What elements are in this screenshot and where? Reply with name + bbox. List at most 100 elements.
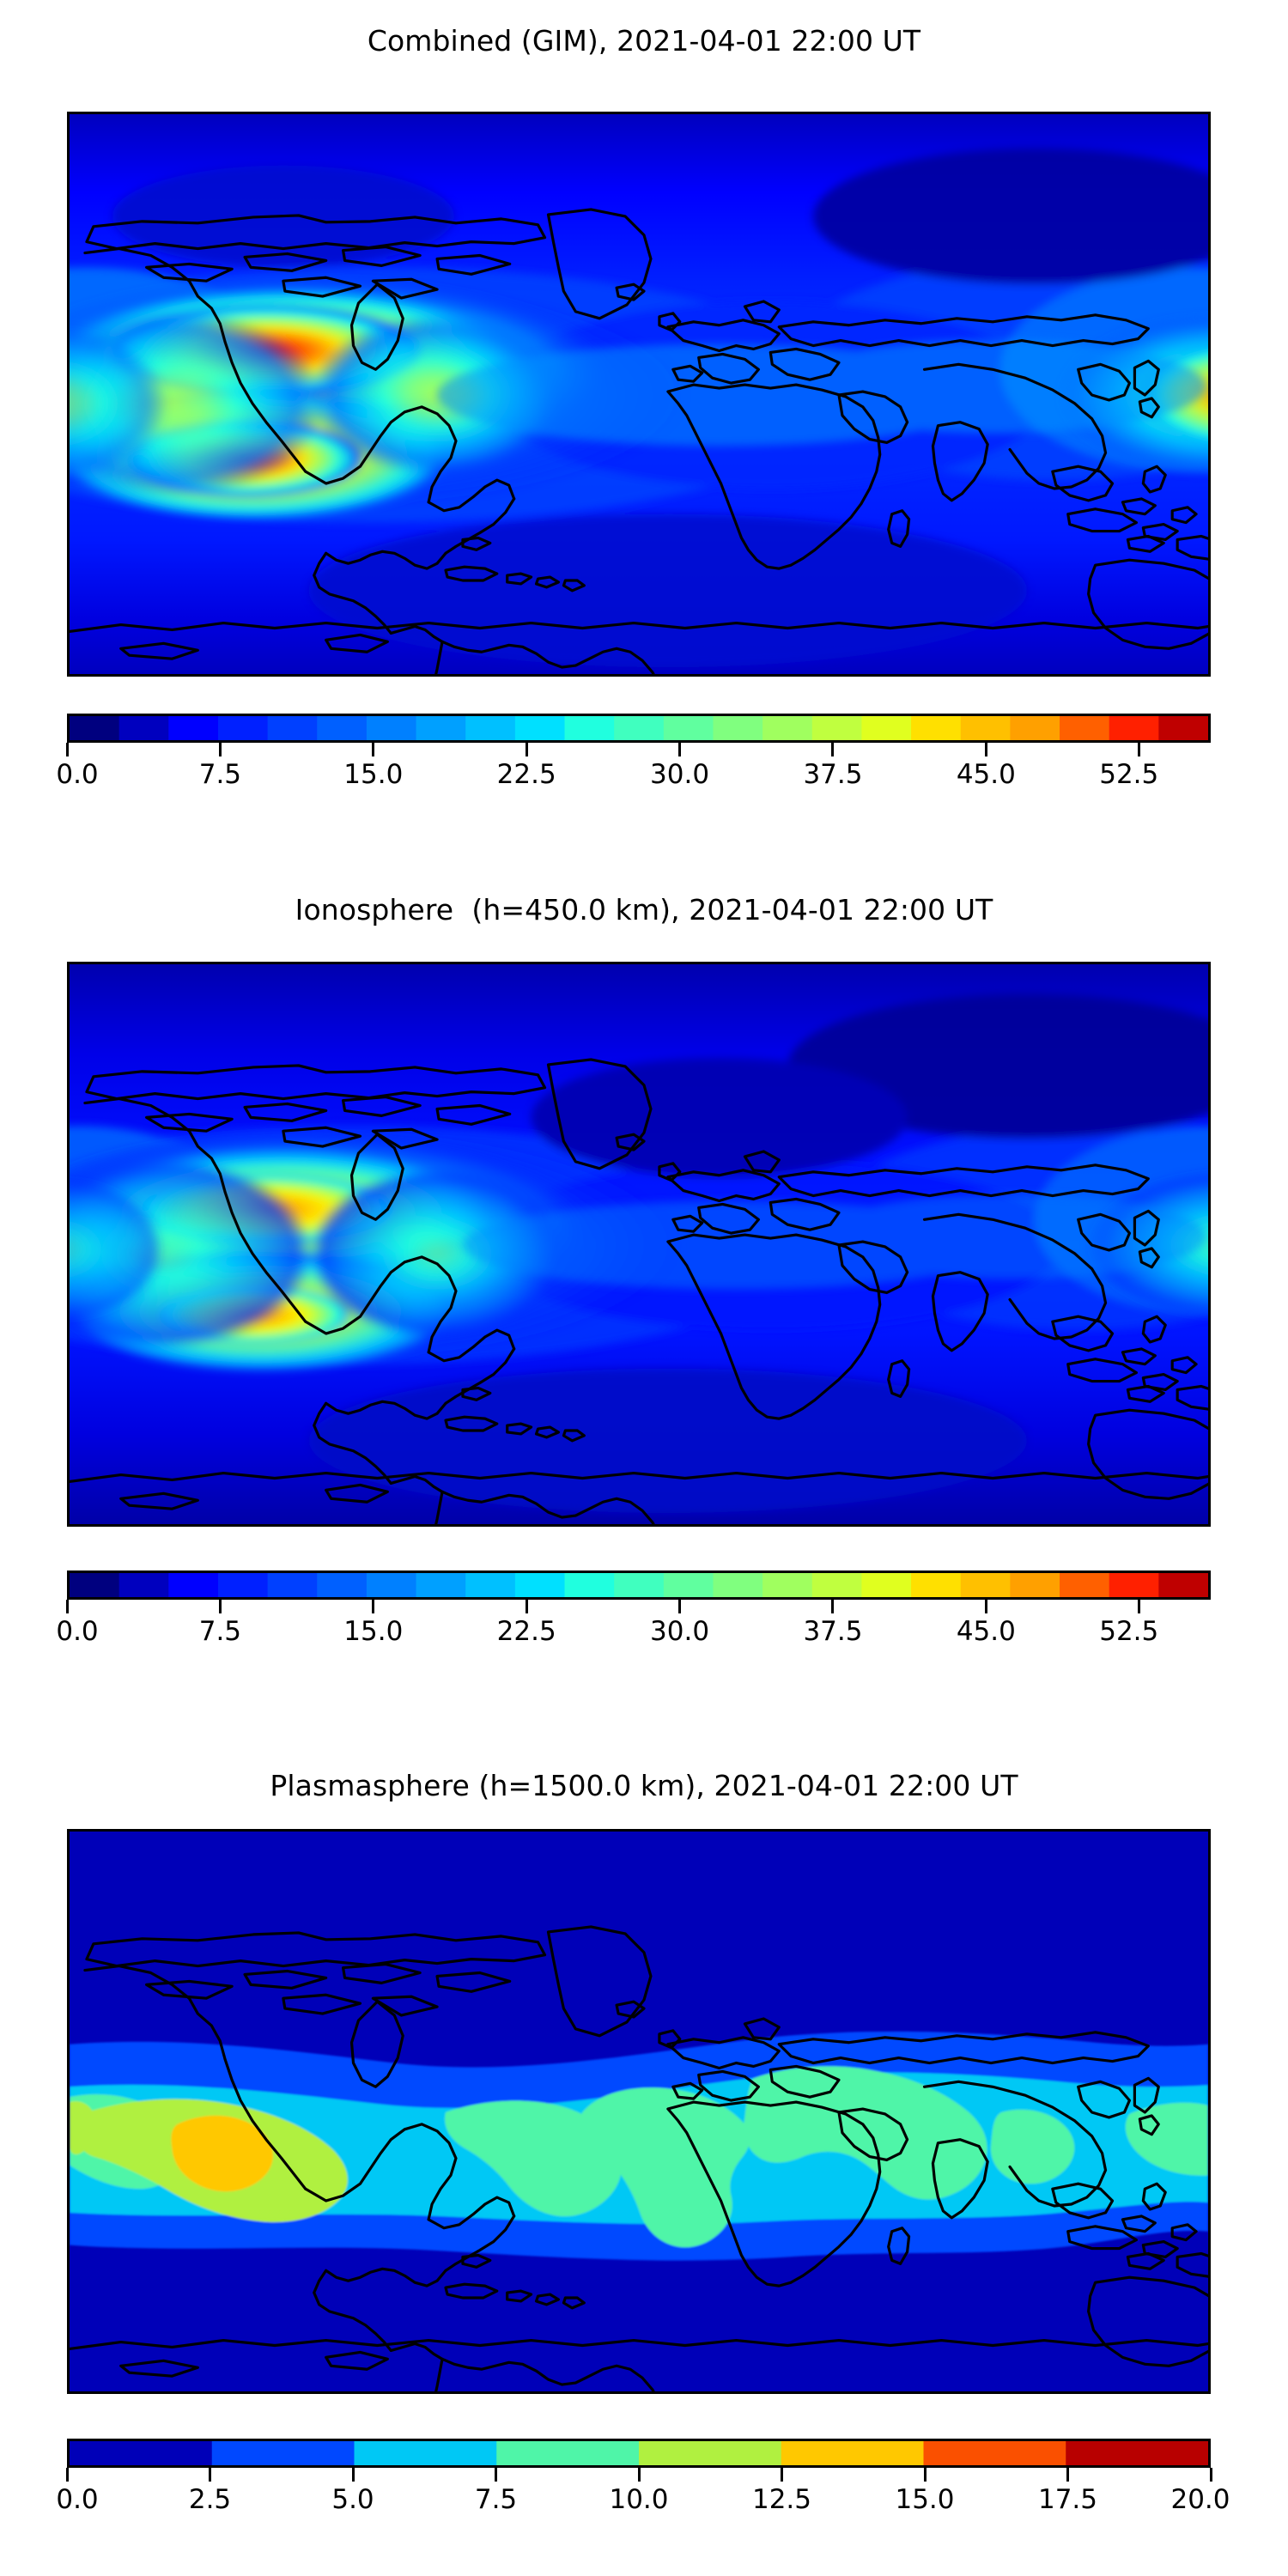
colorbar-band (781, 2441, 925, 2465)
colorbar-band (514, 716, 566, 740)
colorbar-band (663, 1573, 714, 1597)
colorbar-tick-label: 10.0 (609, 2484, 669, 2515)
colorbar-band (1010, 1573, 1060, 1597)
colorbar-labels-combined: 0.0 7.5 15.0 22.5 30.0 37.5 45.0 52.5 (0, 759, 1288, 799)
colorbar-tick-label: 0.0 (56, 1616, 99, 1647)
colorbar-tick (65, 743, 69, 756)
colorbar-band (1158, 1573, 1208, 1597)
colorbar-band (614, 1573, 665, 1597)
colorbar-tick-label: 45.0 (956, 1616, 1016, 1647)
colorbar-combined (67, 714, 1211, 743)
colorbar-tick-label: 22.5 (496, 1616, 556, 1647)
colorbar-ticks-plasmasphere (65, 2468, 1212, 2482)
colorbar-tick-label: 0.0 (56, 759, 99, 790)
colorbar-canvas-combined (70, 716, 1208, 740)
map-ionosphere (67, 962, 1211, 1527)
colorbar-band (639, 2441, 782, 2465)
colorbar-tick (781, 2468, 783, 2482)
panel-ionosphere: Ionosphere (h=450.0 km), 2021-04-01 22:0… (0, 859, 1288, 1735)
panel-plasmasphere: Plasmasphere (h=1500.0 km), 2021-04-01 2… (0, 1735, 1288, 2576)
panel-title-plasmasphere: Plasmasphere (h=1500.0 km), 2021-04-01 2… (270, 1769, 1018, 1802)
colorbar-band (465, 1573, 516, 1597)
colorbar-band (762, 716, 813, 740)
colorbar-band (1158, 716, 1208, 740)
colorbar-tick (1138, 743, 1141, 756)
colorbar-tick-label: 15.0 (895, 2484, 955, 2515)
colorbar-canvas-plasmasphere (70, 2441, 1208, 2465)
map-canvas-plasmasphere (70, 1832, 1208, 2391)
colorbar-tick (1138, 1600, 1141, 1613)
colorbar-band (614, 716, 665, 740)
map-canvas-ionosphere (70, 964, 1208, 1524)
colorbar-tick-label: 0.0 (56, 2484, 99, 2515)
colorbar-band (911, 716, 962, 740)
colorbar-band (713, 1573, 763, 1597)
colorbar-band (366, 1573, 417, 1597)
colorbar-band (267, 1573, 318, 1597)
colorbar-tick-label: 20.0 (1170, 2484, 1230, 2515)
coastlines-combined (70, 208, 1208, 674)
colorbar-band (811, 1573, 863, 1597)
colorbar-canvas-ionosphere (70, 1573, 1208, 1597)
panel-combined-gim: Combined (GIM), 2021-04-01 22:00 UT (0, 0, 1288, 859)
colorbar-tick-label: 2.5 (188, 2484, 232, 2515)
colorbar-tick-label: 52.5 (1099, 759, 1159, 790)
colorbar-tick-label: 30.0 (650, 759, 710, 790)
colorbar-band (811, 716, 863, 740)
colorbar-band (713, 716, 763, 740)
coastlines-ionosphere (70, 1058, 1208, 1524)
colorbar-ticks-combined (65, 743, 1211, 756)
colorbar-tick (65, 1600, 69, 1613)
colorbar-plasmasphere (67, 2439, 1211, 2468)
colorbar-band (168, 1573, 219, 1597)
colorbar-band (118, 1573, 169, 1597)
map-canvas-combined (70, 114, 1208, 674)
colorbar-tick (637, 2468, 641, 2482)
colorbar-band (1060, 716, 1110, 740)
colorbar-band (496, 2441, 640, 2465)
colorbar-band (118, 716, 169, 740)
colorbar-band (70, 1573, 120, 1597)
colorbar-band (1066, 2441, 1208, 2465)
colorbar-tick-label: 52.5 (1099, 1616, 1159, 1647)
colorbar-tick-label: 37.5 (803, 759, 863, 790)
colorbar-tick (351, 2468, 355, 2482)
colorbar-band (663, 716, 714, 740)
colorbar-tick (525, 1600, 528, 1613)
colorbar-band (416, 1573, 466, 1597)
colorbar-tick (923, 2468, 927, 2482)
colorbar-tick-label: 15.0 (343, 1616, 404, 1647)
colorbar-tick (984, 1600, 987, 1613)
colorbar-band (70, 716, 120, 740)
panel-title-combined: Combined (GIM), 2021-04-01 22:00 UT (367, 24, 921, 58)
colorbar-ionosphere (67, 1571, 1211, 1600)
colorbar-tick-label: 7.5 (198, 1616, 242, 1647)
colorbar-labels-plasmasphere: 0.0 2.5 5.0 7.5 10.0 12.5 15.0 17.5 20.0 (0, 2484, 1288, 2524)
colorbar-tick-label: 5.0 (331, 2484, 374, 2515)
colorbar-band (564, 1573, 615, 1597)
colorbar-band (911, 1573, 962, 1597)
colorbar-tick (209, 2468, 211, 2482)
colorbar-band (564, 716, 615, 740)
map-plasmasphere (67, 1829, 1211, 2394)
colorbar-ticks-ionosphere (65, 1600, 1211, 1613)
colorbar-labels-ionosphere: 0.0 7.5 15.0 22.5 30.0 37.5 45.0 52.5 (0, 1616, 1288, 1656)
colorbar-tick (525, 743, 528, 756)
colorbar-band (762, 1573, 813, 1597)
colorbar-tick-label: 17.5 (1037, 2484, 1098, 2515)
colorbar-band (465, 716, 516, 740)
colorbar-tick (372, 1600, 375, 1613)
colorbar-band (317, 1573, 368, 1597)
colorbar-band (217, 716, 269, 740)
colorbar-band (211, 2441, 355, 2465)
colorbar-band (861, 716, 912, 740)
colorbar-band (1109, 716, 1159, 740)
colorbar-band (960, 716, 1011, 740)
colorbar-tick (495, 2468, 497, 2482)
colorbar-band (267, 716, 318, 740)
colorbar-band (1109, 1573, 1159, 1597)
colorbar-tick (678, 1600, 682, 1613)
colorbar-band (1010, 716, 1060, 740)
coastlines-plasmasphere (70, 1925, 1208, 2391)
colorbar-tick (831, 743, 835, 756)
